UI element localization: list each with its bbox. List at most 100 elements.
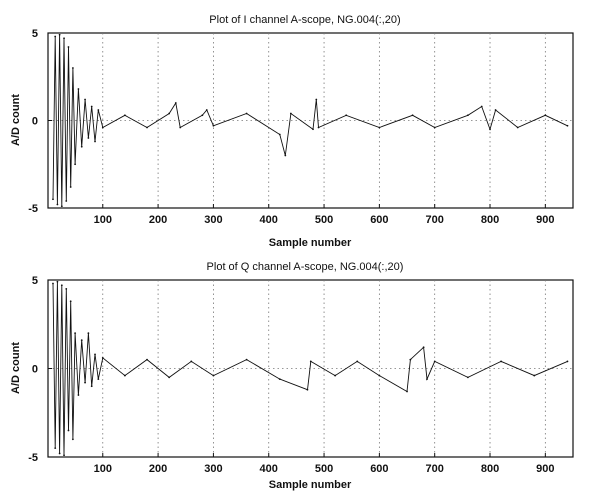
data-point (480, 105, 483, 108)
data-point (56, 280, 59, 283)
data-point (500, 360, 502, 363)
data-point (71, 438, 74, 441)
data-point (101, 356, 104, 359)
data-point (52, 198, 54, 201)
data-point (533, 374, 536, 377)
data-point (315, 98, 318, 101)
data-point (466, 376, 469, 379)
data-point (90, 385, 93, 388)
x-tick-label: 100 (94, 463, 112, 475)
data-point (97, 109, 100, 111)
data-point (97, 378, 100, 381)
data-point (65, 200, 68, 202)
data-point (345, 114, 348, 117)
data-point (77, 394, 80, 396)
x-tick-labels: 100 200 300 400 500 600 700 800 900 (94, 463, 555, 475)
data-point (69, 300, 72, 303)
data-point (205, 109, 208, 111)
data-point (71, 67, 74, 69)
data-point (54, 35, 57, 38)
x-tick-label: 300 (204, 214, 222, 226)
data-point (123, 114, 126, 117)
data-point (94, 140, 96, 143)
panel-q-channel: Plot of Q channel A-scope, NG.004(:,20) … (10, 261, 574, 491)
data-point (422, 346, 425, 349)
data-point (52, 282, 54, 285)
data-point (317, 126, 320, 129)
data-point (212, 124, 215, 127)
data-point (80, 145, 83, 148)
data-point (433, 360, 436, 363)
data-point (67, 429, 70, 432)
data-point (80, 339, 83, 342)
data-point (56, 203, 59, 206)
panel-i-channel: Plot of I channel A-scope, NG.004(:,20) … (10, 14, 574, 249)
x-tick-label: 600 (370, 463, 388, 475)
data-point (146, 358, 148, 361)
data-point (54, 447, 57, 450)
data-point (494, 109, 497, 111)
data-point (168, 112, 171, 115)
x-tick-label: 900 (536, 463, 554, 475)
y-tick-labels: -5 0 5 (28, 28, 38, 215)
data-point (58, 33, 61, 36)
data-point (94, 353, 96, 356)
x-tick-label: 200 (149, 214, 167, 226)
data-traces (52, 280, 569, 457)
x-tick-labels: 100 200 300 400 500 600 700 800 900 (94, 214, 555, 226)
data-point (516, 126, 519, 129)
data-point (87, 137, 90, 139)
data-point (179, 126, 182, 129)
data-point (284, 154, 287, 157)
data-point (146, 126, 148, 129)
y-tick-label: 5 (32, 28, 38, 40)
data-point (406, 390, 408, 393)
data-point (168, 376, 171, 379)
x-tick-label: 500 (315, 214, 333, 226)
x-tick-label: 400 (260, 214, 278, 226)
data-point (544, 114, 547, 117)
data-point (378, 126, 381, 129)
y-tick-label: 5 (32, 275, 38, 287)
data-point (123, 374, 126, 377)
chart-title: Plot of Q channel A-scope, NG.004(:,20) (207, 261, 404, 273)
data-point (63, 454, 65, 457)
data-point (426, 378, 428, 381)
y-tick-label: -5 (28, 203, 38, 215)
grid-lines (48, 279, 573, 458)
y-tick-label: 0 (32, 116, 38, 128)
data-point (60, 205, 63, 208)
x-tick-label: 900 (536, 214, 554, 226)
data-point (278, 378, 281, 381)
data-point (69, 186, 72, 188)
x-tick-label: 300 (204, 463, 222, 475)
data-point (74, 332, 77, 334)
data-point (433, 126, 436, 129)
data-point (245, 112, 248, 115)
data-point (63, 37, 65, 40)
x-tick-label: 800 (481, 214, 499, 226)
data-point (566, 124, 569, 127)
data-point (411, 114, 414, 117)
data-point (409, 358, 412, 361)
data-point (77, 88, 80, 90)
y-axis-label: A/D count (10, 342, 22, 394)
data-point (312, 128, 314, 131)
data-point (489, 128, 491, 131)
data-point (74, 163, 77, 166)
data-point (566, 360, 569, 363)
chart-title: Plot of I channel A-scope, NG.004(:,20) (209, 14, 400, 26)
data-point (245, 358, 248, 361)
data-point (466, 114, 469, 117)
data-point (289, 112, 292, 115)
data-point (87, 332, 90, 334)
data-point (65, 287, 68, 290)
x-axis-label: Sample number (269, 237, 352, 249)
x-tick-label: 800 (481, 463, 499, 475)
data-point (67, 46, 70, 48)
data-point (84, 98, 86, 101)
x-tick-label: 200 (149, 463, 167, 475)
data-point (212, 374, 215, 377)
data-point (60, 284, 63, 287)
